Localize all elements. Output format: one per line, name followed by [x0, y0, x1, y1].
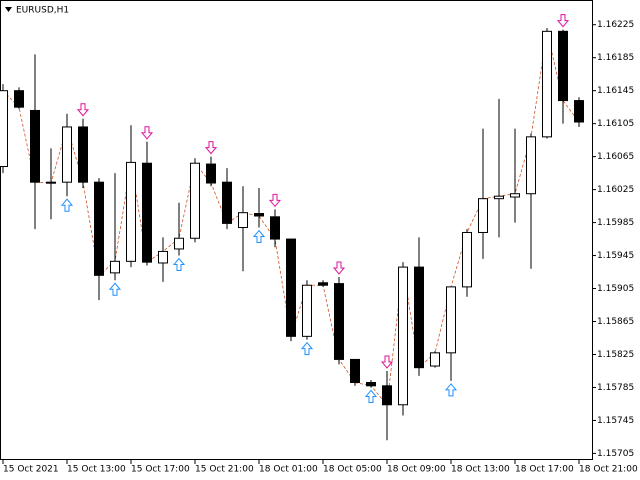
- candle-body: [62, 126, 72, 183]
- y-tick-label: 1.15945: [597, 251, 634, 261]
- candle-body: [46, 181, 56, 184]
- sell-arrow: [380, 355, 394, 369]
- candle-body: [206, 163, 216, 184]
- x-tick-label: 18 Oct 01:00: [259, 465, 318, 475]
- candle-body: [526, 136, 536, 195]
- y-tick-label: 1.16225: [597, 20, 634, 30]
- candle-body: [110, 260, 120, 274]
- buy-arrow: [252, 229, 266, 244]
- y-tick-label: 1.16025: [597, 185, 634, 195]
- sell-arrow: [268, 193, 282, 208]
- candle-body: [286, 238, 296, 337]
- candle-body: [142, 162, 152, 263]
- candle-body: [430, 352, 440, 367]
- sell-arrow: [76, 103, 90, 117]
- candle-body: [78, 126, 88, 183]
- candle-body: [478, 198, 488, 233]
- x-tick-label: 15 Oct 13:00: [67, 465, 126, 475]
- sell-arrow: [140, 126, 154, 140]
- buy-arrow: [60, 198, 74, 212]
- x-tick-label: 18 Oct 13:00: [451, 465, 510, 475]
- y-tick-label: 1.15745: [597, 416, 634, 426]
- candle-body: [238, 212, 248, 229]
- candle-body: [350, 358, 360, 384]
- x-tick-label: 18 Oct 05:00: [323, 465, 382, 475]
- y-tick-label: 1.16145: [597, 86, 634, 96]
- x-tick-label: 18 Oct 09:00: [387, 465, 446, 475]
- sell-arrow: [556, 14, 570, 28]
- sell-arrow: [204, 141, 218, 155]
- buy-arrow: [364, 389, 378, 403]
- candle-body: [398, 266, 408, 406]
- candle-body: [574, 100, 584, 123]
- candle-body: [94, 181, 104, 276]
- y-tick-label: 1.15865: [597, 317, 634, 327]
- candle-body: [190, 162, 200, 239]
- candle-body: [494, 195, 504, 200]
- sell-arrow: [332, 261, 346, 275]
- x-tick-label: 18 Oct 17:00: [515, 465, 574, 475]
- candle-body: [270, 216, 280, 240]
- x-tick-label: 15 Oct 2021: [3, 465, 59, 475]
- buy-arrow: [108, 282, 122, 296]
- candle-body: [222, 181, 232, 224]
- y-tick-label: 1.15905: [597, 284, 634, 294]
- y-tick-label: 1.16185: [597, 53, 634, 63]
- buy-arrow: [300, 341, 314, 356]
- x-tick-label: 18 Oct 21:00: [579, 465, 638, 475]
- plot-frame: [0, 0, 593, 460]
- x-tick-label: 15 Oct 17:00: [131, 465, 190, 475]
- candle-body: [542, 30, 552, 138]
- chart-title: EURUSD,H1: [16, 6, 69, 16]
- candle-body: [0, 90, 8, 168]
- candle-body: [158, 250, 168, 264]
- candle-body: [414, 266, 424, 369]
- candle-body: [30, 109, 40, 183]
- buy-arrow: [444, 383, 458, 397]
- candle-body: [126, 161, 136, 262]
- candle-body: [14, 90, 24, 108]
- x-tick-label: 15 Oct 21:00: [195, 465, 254, 475]
- candle-body: [462, 231, 472, 288]
- candle-body: [382, 385, 392, 406]
- buy-arrow: [172, 257, 186, 272]
- candle-body: [318, 282, 328, 286]
- y-tick-label: 1.15985: [597, 218, 634, 228]
- candle-body: [366, 382, 376, 387]
- y-tick-label: 1.15825: [597, 350, 634, 360]
- candle-body: [254, 213, 264, 217]
- y-tick-label: 1.16065: [597, 152, 634, 162]
- candle-body: [510, 193, 520, 198]
- candle-body: [302, 284, 312, 337]
- candle-body: [334, 283, 344, 360]
- candle-body: [446, 286, 456, 354]
- candle-body: [174, 237, 184, 250]
- y-tick-label: 1.15705: [597, 449, 634, 459]
- candle-body: [558, 30, 568, 102]
- y-tick-label: 1.15785: [597, 383, 634, 393]
- y-tick-label: 1.16105: [597, 119, 634, 129]
- menu-triangle[interactable]: [5, 7, 12, 12]
